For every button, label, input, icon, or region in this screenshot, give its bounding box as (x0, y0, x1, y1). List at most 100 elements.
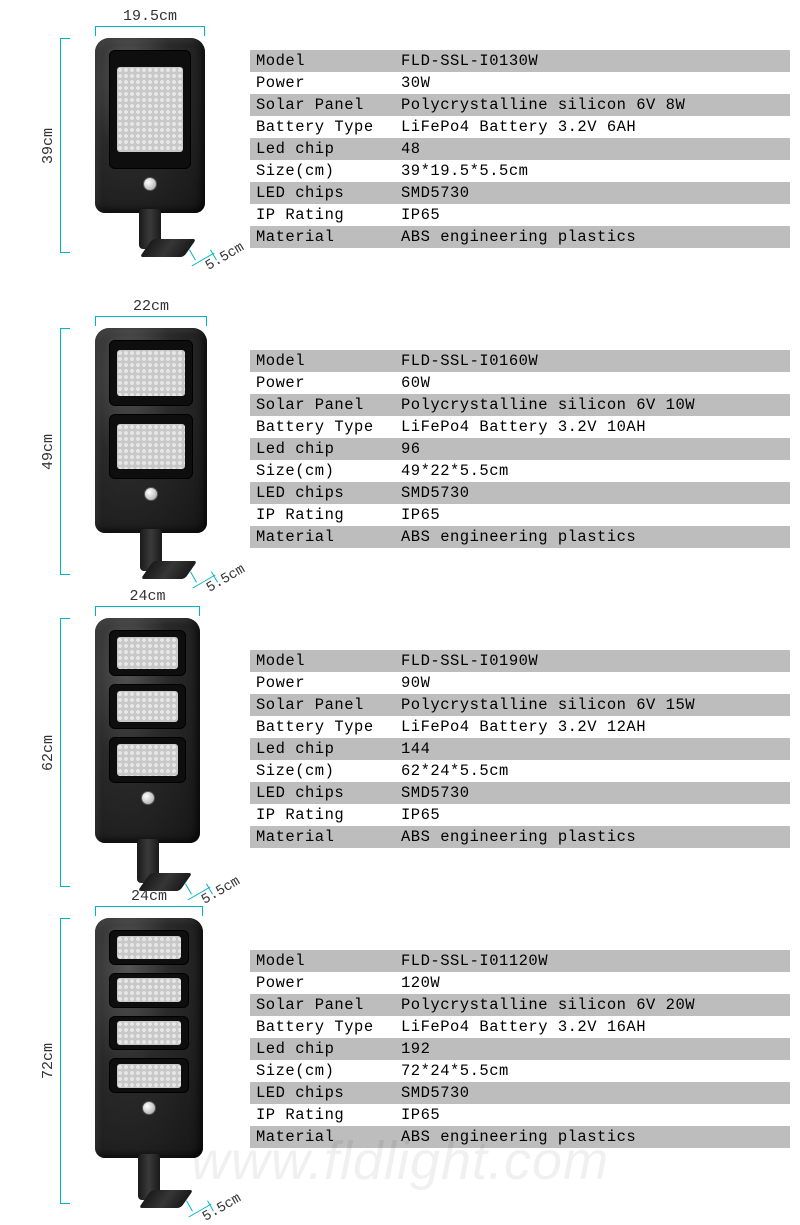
spec-value: 49*22*5.5cm (395, 460, 790, 482)
spec-value: 144 (395, 738, 790, 760)
spec-value: SMD5730 (395, 482, 790, 504)
table-row: ModelFLD-SSL-I0160W (250, 350, 790, 372)
spec-value: SMD5730 (395, 1082, 790, 1104)
product-diagram: 19.5cm39cm5.5cm (0, 10, 250, 290)
spec-label: Led chip (250, 738, 395, 760)
product-row: 24cm62cm5.5cmModelFLD-SSL-I0190WPower90W… (0, 590, 800, 880)
dim-width: 24cm (95, 888, 203, 905)
dim-height: 49cm (40, 328, 57, 575)
spec-label: Solar Panel (250, 94, 395, 116)
table-row: MaterialABS engineering plastics (250, 526, 790, 548)
table-row: Power30W (250, 72, 790, 94)
spec-value: 62*24*5.5cm (395, 760, 790, 782)
dim-width: 24cm (95, 588, 200, 605)
table-row: ModelFLD-SSL-I0130W (250, 50, 790, 72)
spec-value: Polycrystalline silicon 6V 15W (395, 694, 790, 716)
table-row: Solar PanelPolycrystalline silicon 6V 8W (250, 94, 790, 116)
led-panel (109, 50, 191, 169)
dim-width: 22cm (95, 298, 207, 315)
spec-value: FLD-SSL-I0160W (395, 350, 790, 372)
spec-label: Model (250, 950, 395, 972)
spec-value: LiFePo4 Battery 3.2V 16AH (395, 1016, 790, 1038)
spec-value: 90W (395, 672, 790, 694)
table-row: Power60W (250, 372, 790, 394)
spec-label: Model (250, 650, 395, 672)
led-panel (109, 414, 193, 480)
spec-value: LiFePo4 Battery 3.2V 12AH (395, 716, 790, 738)
table-row: Led chip192 (250, 1038, 790, 1060)
product-diagram: 24cm62cm5.5cm (0, 590, 250, 880)
spec-value: ABS engineering plastics (395, 226, 790, 248)
table-row: MaterialABS engineering plastics (250, 826, 790, 848)
spec-label: Material (250, 826, 395, 848)
dim-height: 62cm (40, 618, 57, 887)
spec-value: 72*24*5.5cm (395, 1060, 790, 1082)
spec-label: Material (250, 226, 395, 248)
led-grid (117, 424, 184, 470)
table-row: LED chipsSMD5730 (250, 182, 790, 204)
spec-value: Polycrystalline silicon 6V 20W (395, 994, 790, 1016)
spec-table-container: ModelFLD-SSL-I01120WPower120WSolar Panel… (250, 890, 800, 1148)
table-row: Battery TypeLiFePo4 Battery 3.2V 10AH (250, 416, 790, 438)
led-grid (117, 67, 183, 151)
spec-label: Size(cm) (250, 760, 395, 782)
spec-value: 39*19.5*5.5cm (395, 160, 790, 182)
table-row: LED chipsSMD5730 (250, 1082, 790, 1104)
led-panel (109, 930, 189, 965)
table-row: ModelFLD-SSL-I01120W (250, 950, 790, 972)
spec-table: ModelFLD-SSL-I0160WPower60WSolar PanelPo… (250, 350, 790, 548)
spec-label: IP Rating (250, 1104, 395, 1126)
spec-label: IP Rating (250, 204, 395, 226)
spec-value: FLD-SSL-I01120W (395, 950, 790, 972)
product-diagram: 22cm49cm5.5cm (0, 300, 250, 580)
spec-label: LED chips (250, 182, 395, 204)
pir-sensor-icon (141, 791, 155, 805)
spec-label: Size(cm) (250, 460, 395, 482)
spec-table-container: ModelFLD-SSL-I0130WPower30WSolar PanelPo… (250, 10, 800, 248)
dim-depth: 5.5cm (200, 1191, 244, 1225)
spec-value: Polycrystalline silicon 6V 10W (395, 394, 790, 416)
spec-label: Material (250, 1126, 395, 1148)
product-diagram: 24cm72cm5.5cm (0, 890, 250, 1190)
table-row: Size(cm)39*19.5*5.5cm (250, 160, 790, 182)
spec-label: Solar Panel (250, 394, 395, 416)
spec-value: 120W (395, 972, 790, 994)
dim-height: 39cm (40, 38, 57, 253)
led-grid (117, 936, 181, 960)
spec-value: 60W (395, 372, 790, 394)
spec-label: LED chips (250, 1082, 395, 1104)
spec-value: Polycrystalline silicon 6V 8W (395, 94, 790, 116)
table-row: LED chipsSMD5730 (250, 782, 790, 804)
spec-label: Power (250, 372, 395, 394)
spec-value: 30W (395, 72, 790, 94)
table-row: Led chip144 (250, 738, 790, 760)
table-row: LED chipsSMD5730 (250, 482, 790, 504)
spec-label: Led chip (250, 1038, 395, 1060)
spec-value: FLD-SSL-I0190W (395, 650, 790, 672)
table-row: Size(cm)49*22*5.5cm (250, 460, 790, 482)
spec-table-container: ModelFLD-SSL-I0190WPower90WSolar PanelPo… (250, 590, 800, 848)
table-row: Led chip48 (250, 138, 790, 160)
table-row: Led chip96 (250, 438, 790, 460)
led-grid (117, 978, 181, 1002)
table-row: Solar PanelPolycrystalline silicon 6V 15… (250, 694, 790, 716)
product-row: 22cm49cm5.5cmModelFLD-SSL-I0160WPower60W… (0, 300, 800, 580)
pir-sensor-icon (143, 177, 157, 191)
led-grid (117, 691, 179, 722)
spec-table: ModelFLD-SSL-I0130WPower30WSolar PanelPo… (250, 50, 790, 248)
table-row: ModelFLD-SSL-I0190W (250, 650, 790, 672)
table-row: IP RatingIP65 (250, 204, 790, 226)
spec-value: 192 (395, 1038, 790, 1060)
product-row: 24cm72cm5.5cmModelFLD-SSL-I01120WPower12… (0, 890, 800, 1190)
led-grid (117, 637, 179, 668)
led-panel (109, 973, 189, 1008)
led-panel (109, 340, 193, 406)
spec-value: IP65 (395, 204, 790, 226)
spec-label: Battery Type (250, 1016, 395, 1038)
spec-value: 48 (395, 138, 790, 160)
product-row: 19.5cm39cm5.5cmModelFLD-SSL-I0130WPower3… (0, 10, 800, 290)
spec-label: IP Rating (250, 804, 395, 826)
table-row: IP RatingIP65 (250, 804, 790, 826)
table-row: Size(cm)72*24*5.5cm (250, 1060, 790, 1082)
table-row: Power90W (250, 672, 790, 694)
